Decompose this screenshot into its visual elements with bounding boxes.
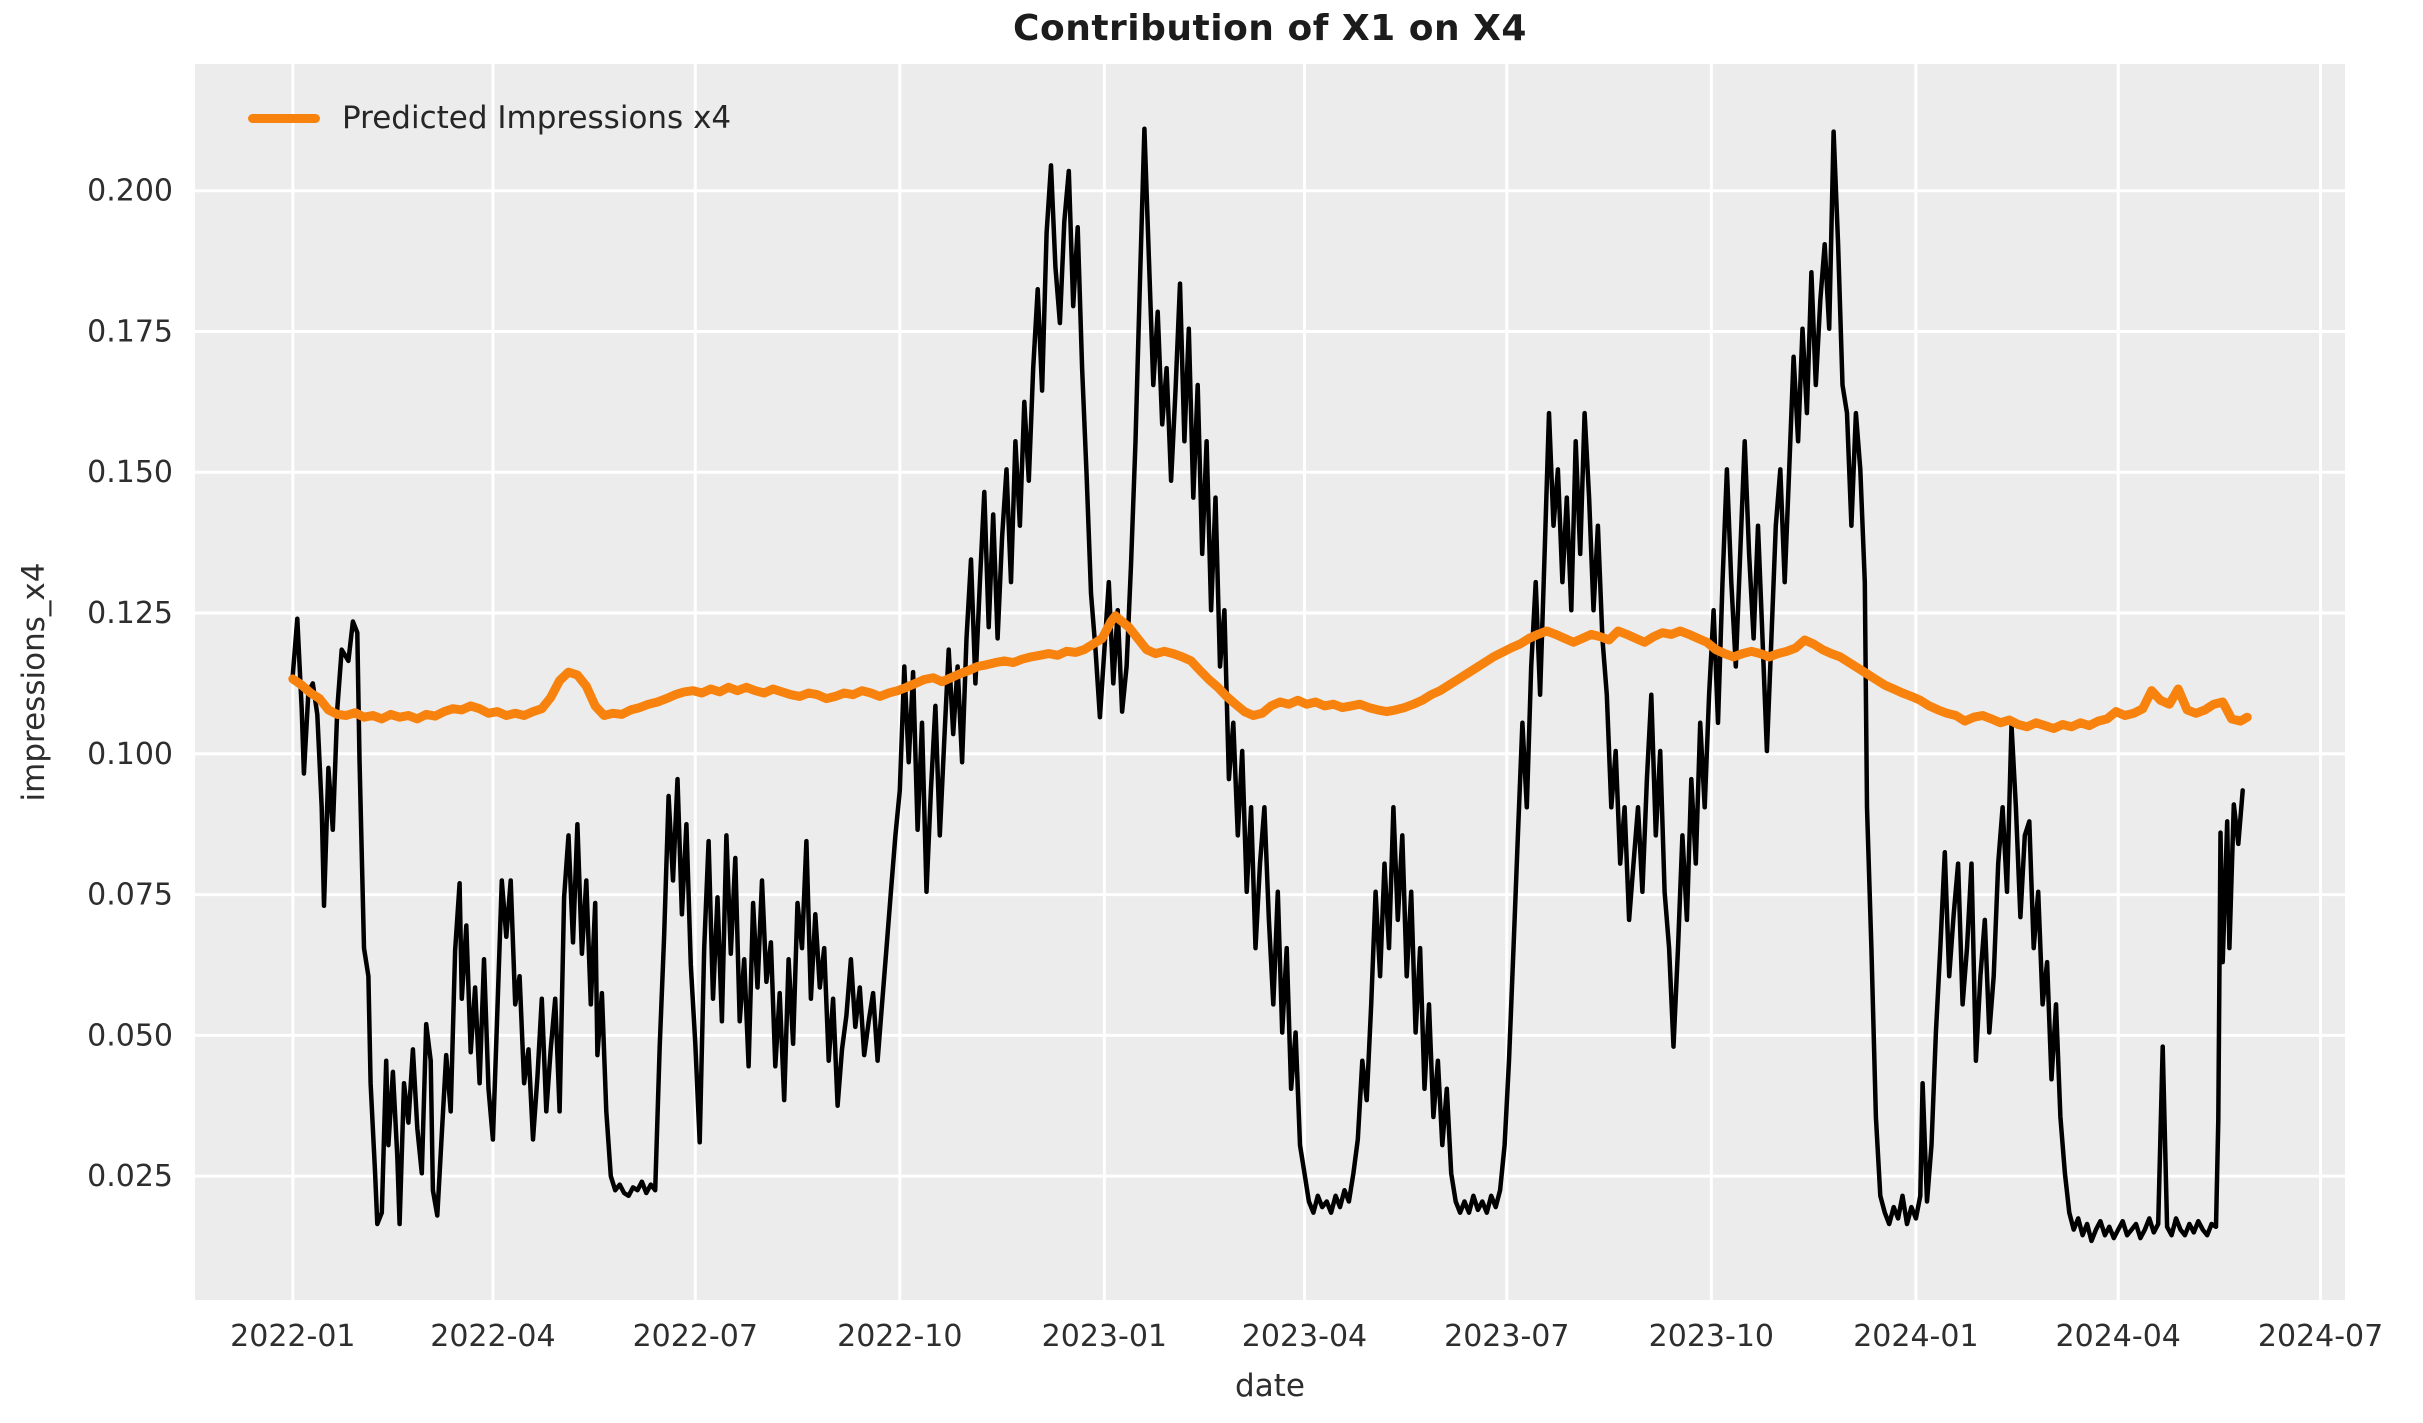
x-axis-label: date <box>1235 1368 1305 1404</box>
x-tick-label: 2022-01 <box>230 1319 355 1354</box>
x-tick-label: 2024-07 <box>2258 1319 2383 1354</box>
actual-impressions-line <box>290 126 2245 1244</box>
x-tick-label: 2024-01 <box>1853 1319 1978 1354</box>
y-tick-label: 0.025 <box>87 1159 173 1194</box>
y-tick-label: 0.100 <box>87 737 173 772</box>
x-tick-label: 2023-07 <box>1444 1319 1569 1354</box>
y-tick-label: 0.150 <box>87 455 173 490</box>
plot-area <box>195 64 2345 1300</box>
y-tick-label: 0.200 <box>87 174 173 209</box>
y-axis-label: impressions_x4 <box>16 562 52 802</box>
predicted-impressions-line <box>288 611 2252 733</box>
x-tick-label: 2023-01 <box>1042 1319 1167 1354</box>
x-tick-label: 2024-04 <box>2056 1319 2181 1354</box>
x-tick-label: 2022-10 <box>837 1319 962 1354</box>
y-tick-label: 0.125 <box>87 596 173 631</box>
predicted-line-legend-label: Predicted Impressions x4 <box>342 100 732 136</box>
x-tick-label: 2023-04 <box>1242 1319 1367 1354</box>
page-title: Contribution of X1 on X4 <box>1013 8 1527 49</box>
y-tick-label: 0.175 <box>87 314 173 349</box>
y-tick-label: 0.050 <box>87 1018 173 1053</box>
x-tick-label: 2022-04 <box>430 1319 555 1354</box>
predicted-line-legend-swatch <box>248 113 320 123</box>
x-tick-label: 2022-07 <box>633 1319 758 1354</box>
x-tick-label: 2023-10 <box>1649 1319 1774 1354</box>
y-tick-label: 0.075 <box>87 878 173 913</box>
legend: Predicted Impressions x4 <box>248 100 731 136</box>
